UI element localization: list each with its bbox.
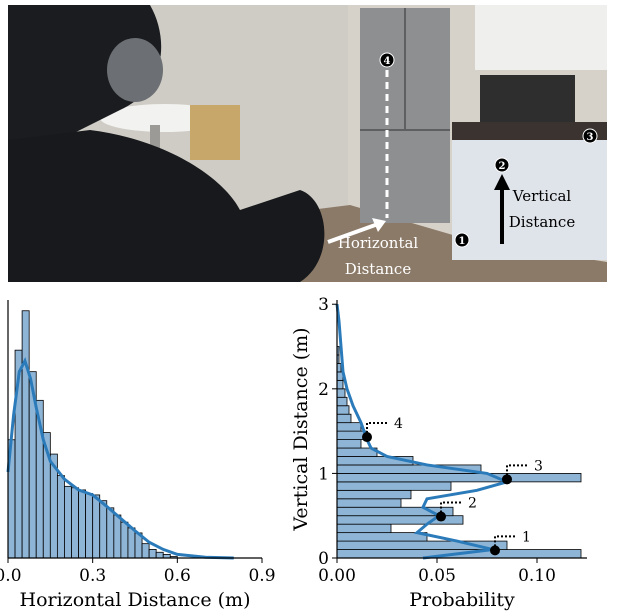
bar bbox=[336, 413, 352, 424]
bar bbox=[336, 439, 362, 449]
x-tick-label: 0.00 bbox=[318, 566, 356, 586]
bar bbox=[336, 489, 412, 500]
bar bbox=[336, 405, 350, 415]
countertop bbox=[452, 122, 607, 140]
bar bbox=[155, 551, 164, 559]
arrow-head bbox=[494, 174, 510, 190]
x-tick-label: 0.6 bbox=[164, 566, 191, 586]
x-tick-label: 0.9 bbox=[248, 566, 275, 586]
marker-label: 2 bbox=[499, 161, 506, 172]
bar bbox=[99, 500, 108, 559]
x-axis-label: Probability bbox=[409, 589, 515, 611]
photo-label: Vertical bbox=[512, 187, 572, 205]
photo-label: Distance bbox=[345, 260, 412, 278]
x-axis-label: Horizontal Distance (m) bbox=[20, 589, 251, 611]
point bbox=[490, 545, 500, 556]
x-tick-label: 0.05 bbox=[418, 566, 456, 586]
point-label: 3 bbox=[534, 458, 543, 474]
bar bbox=[120, 521, 129, 559]
bar bbox=[106, 507, 115, 559]
point-label: 4 bbox=[394, 416, 403, 432]
bracket bbox=[506, 464, 529, 476]
y-axis-label: Vertical Distance (m) bbox=[290, 327, 312, 531]
bar bbox=[85, 493, 94, 559]
bar bbox=[71, 487, 79, 559]
point-label: 1 bbox=[522, 529, 531, 545]
point bbox=[502, 474, 512, 485]
horizontal-arrow bbox=[327, 222, 379, 244]
photo-label: Horizontal bbox=[338, 234, 419, 252]
kde-line bbox=[6, 357, 234, 560]
robot-arm bbox=[8, 130, 325, 282]
photo: 1 2 3 4 Horizontal Distance Vertical Dis… bbox=[8, 5, 607, 282]
bar bbox=[21, 310, 30, 559]
robot-lens bbox=[107, 38, 163, 102]
upper-cabinet bbox=[475, 5, 607, 70]
photo-label: Distance bbox=[509, 213, 576, 231]
bar bbox=[64, 485, 72, 559]
point bbox=[362, 432, 372, 443]
point-label: 2 bbox=[468, 496, 477, 512]
bar bbox=[56, 475, 65, 559]
marker: 2 bbox=[494, 157, 510, 173]
marker: 1 bbox=[454, 232, 470, 248]
kde-line bbox=[335, 304, 512, 560]
y-tick-label: 3 bbox=[318, 295, 329, 315]
bar bbox=[78, 489, 87, 559]
bar bbox=[336, 523, 392, 534]
marker-label: 3 bbox=[587, 132, 594, 143]
x-tick-label: 0.0 bbox=[0, 566, 22, 586]
y-tick-label: 0 bbox=[318, 549, 329, 569]
bar bbox=[336, 388, 346, 398]
bar bbox=[336, 379, 344, 390]
marker: 3 bbox=[582, 128, 598, 144]
bar bbox=[127, 527, 136, 559]
bar bbox=[336, 422, 362, 432]
bar bbox=[336, 396, 348, 407]
bracket bbox=[494, 535, 517, 547]
point bbox=[436, 511, 446, 522]
y-tick-label: 1 bbox=[318, 464, 329, 484]
microwave bbox=[480, 75, 575, 125]
bar bbox=[336, 481, 452, 491]
x-tick-label: 0.10 bbox=[518, 566, 556, 586]
bar bbox=[113, 514, 122, 559]
bracket bbox=[366, 422, 389, 434]
bar bbox=[92, 494, 101, 559]
lower-cabinet bbox=[452, 140, 607, 260]
marker-label: 4 bbox=[384, 56, 391, 67]
bar bbox=[141, 543, 150, 559]
bar bbox=[148, 549, 157, 559]
bar bbox=[336, 498, 402, 508]
arrow-head bbox=[372, 218, 386, 232]
x-tick-label: 0.3 bbox=[79, 566, 106, 586]
chair bbox=[190, 105, 240, 160]
bar bbox=[336, 532, 428, 542]
bar bbox=[336, 473, 582, 483]
marker: 4 bbox=[379, 52, 395, 68]
y-tick-label: 2 bbox=[318, 380, 329, 400]
marker-label: 1 bbox=[459, 236, 466, 247]
bracket bbox=[440, 501, 463, 513]
